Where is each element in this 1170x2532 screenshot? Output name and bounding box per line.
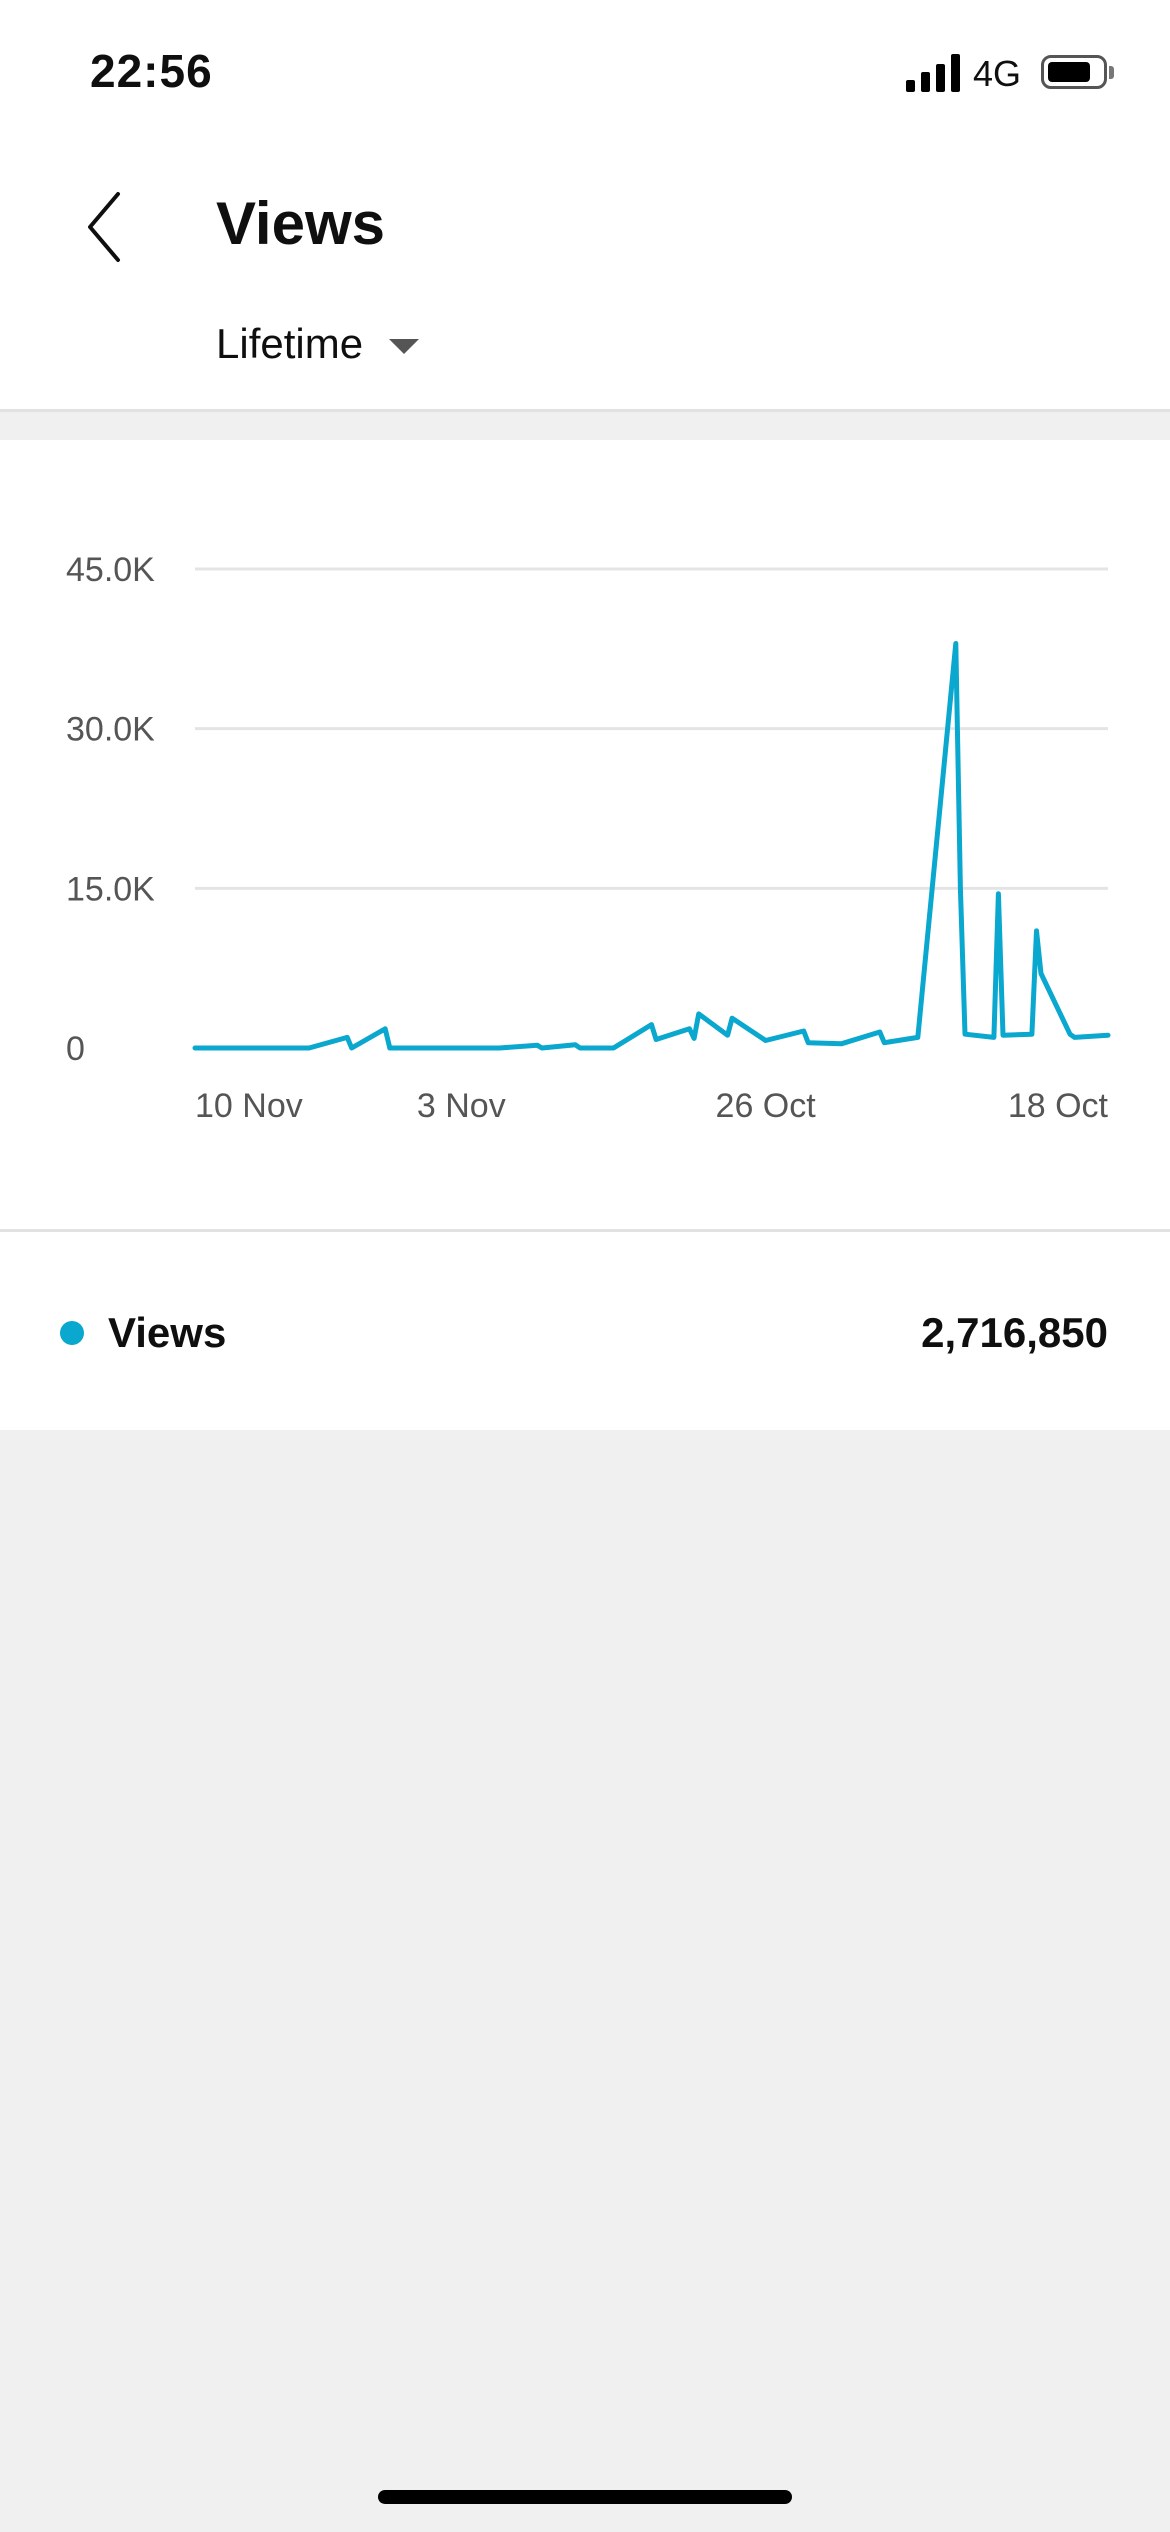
y-tick-label: 45.0K (66, 551, 155, 589)
views-chart: 0 15.0K 30.0K 45.0K 10 Nov 3 Nov 26 Oct 18 Oct (66, 551, 1111, 1125)
legend-label: Views (108, 1309, 227, 1356)
chart-card: 0 15.0K 30.0K 45.0K 10 Nov 3 Nov 26 Oct 18 Oct (0, 440, 1170, 1232)
period-label: Lifetime (216, 320, 364, 367)
y-tick-label: 15.0K (66, 870, 155, 908)
x-tick-label: 18 Oct (1008, 1087, 1109, 1125)
x-tick-label: 26 Oct (716, 1087, 817, 1125)
battery-cap (1109, 66, 1114, 79)
battery-icon (1041, 55, 1107, 89)
legend-total-value: 2,716,850 (921, 1309, 1108, 1356)
cellular-signal-icon (906, 54, 962, 92)
chevron-left-icon (88, 192, 120, 262)
network-type: 4G (973, 53, 1022, 94)
battery-level (1048, 62, 1090, 82)
caret-down-icon (389, 338, 420, 354)
y-tick-label: 30.0K (66, 711, 155, 749)
x-tick-label: 3 Nov (417, 1087, 506, 1125)
page-header: Views Lifetime (0, 150, 1170, 412)
legend-row (0, 1232, 1170, 1430)
page-title: Views (216, 190, 386, 257)
status-bar: 22:56 4G (0, 0, 1170, 150)
legend-dot (60, 1321, 84, 1345)
period-dropdown[interactable]: Lifetime (216, 316, 420, 372)
status-time: 22:56 (90, 45, 213, 97)
x-tick-label: 10 Nov (195, 1087, 303, 1125)
back-button[interactable] (62, 182, 152, 272)
series-line-views (192, 641, 1111, 1051)
y-tick-label: 0 (66, 1030, 85, 1068)
home-indicator (378, 2490, 792, 2504)
